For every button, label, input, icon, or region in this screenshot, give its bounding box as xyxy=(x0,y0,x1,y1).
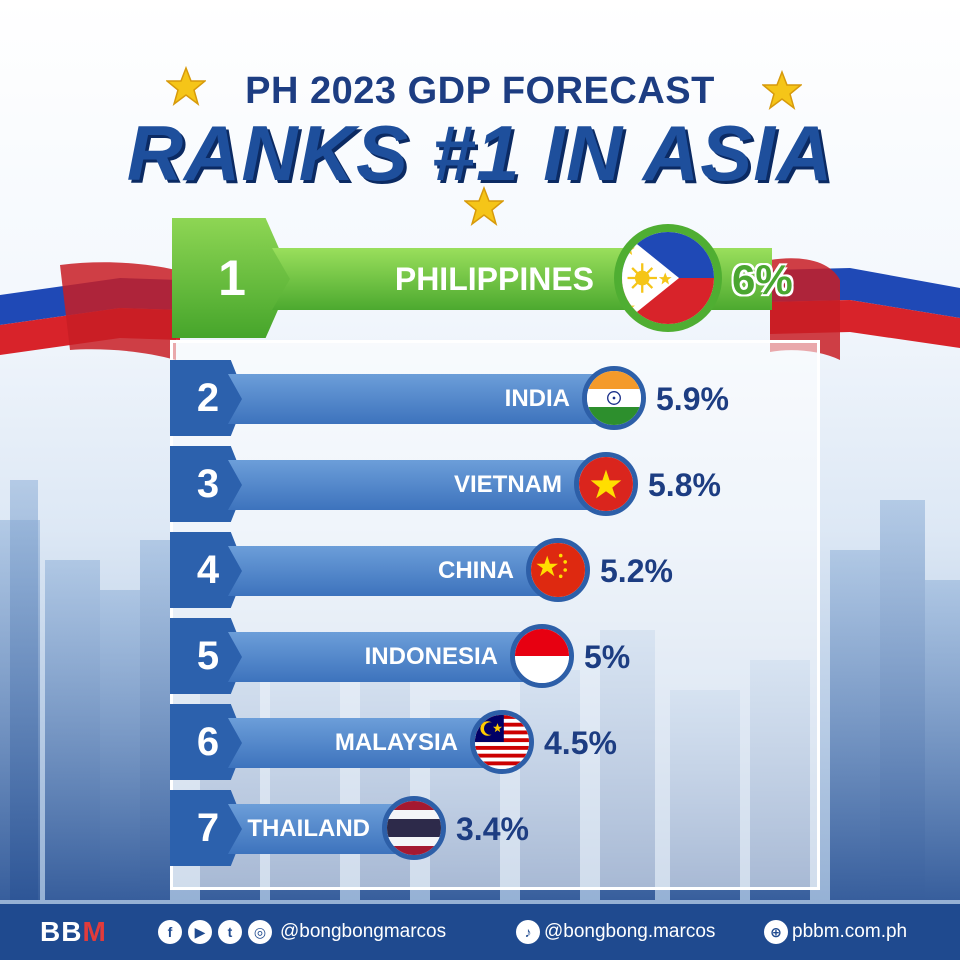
bar-indonesia xyxy=(228,632,540,682)
bar-row-rank-3: 3 VIETNAM 5.8% xyxy=(170,446,790,522)
twitter-icon[interactable]: t xyxy=(218,920,242,944)
india-flag-icon xyxy=(582,366,646,430)
tiktok-handle[interactable]: @bongbong.marcos xyxy=(544,921,716,942)
country-label: PHILIPPINES xyxy=(394,261,594,297)
china-flag-icon xyxy=(526,538,590,602)
value-label: 6% xyxy=(732,256,793,303)
bbm-logo: BBM xyxy=(40,916,107,947)
value-label: 3.4% xyxy=(456,811,529,847)
value-label: 5% xyxy=(584,639,631,675)
footer-bar: BBM f ▶ t ◎ @bongbongmarcos ♪ @bongbong.… xyxy=(0,904,960,960)
instagram-icon[interactable]: ◎ xyxy=(248,920,272,944)
bar-vietnam xyxy=(228,460,604,510)
bar-row-rank-4: 4 CHINA 5.2% xyxy=(170,532,790,608)
globe-icon[interactable]: ⊕ xyxy=(764,920,788,944)
tiktok-icon-wrap: ♪ xyxy=(516,920,540,944)
rank-badge: 1 xyxy=(172,218,292,338)
bar-china xyxy=(228,546,556,596)
bar-row-rank-5: 5 INDONESIA 5% xyxy=(170,618,790,694)
country-label: MALAYSIA xyxy=(334,729,458,756)
value-label: 4.5% xyxy=(544,725,617,761)
rank-badge: 7 xyxy=(170,790,246,866)
facebook-icon[interactable]: f xyxy=(158,920,182,944)
country-label: THAILAND xyxy=(247,815,370,842)
social-icons: f ▶ t ◎ xyxy=(158,920,272,944)
chart-title: RANKS #1 IN ASIA xyxy=(126,109,834,197)
chart-subtitle: PH 2023 GDP FORECAST xyxy=(245,70,715,112)
country-label: INDONESIA xyxy=(364,643,498,670)
bar-india xyxy=(228,374,612,424)
bar-thailand xyxy=(228,804,412,854)
star-icon xyxy=(762,70,802,110)
ranking-panel xyxy=(170,340,820,890)
rank-badge: 6 xyxy=(170,704,246,780)
bar-row-rank-7: 7 THAILAND 3.4% xyxy=(170,790,790,866)
rank-badge: 3 xyxy=(170,446,246,522)
globe-icon-wrap: ⊕ xyxy=(764,920,788,944)
value-label: 5.9% xyxy=(656,381,729,417)
social-handle[interactable]: @bongbongmarcos xyxy=(280,921,447,942)
thailand-flag-icon xyxy=(382,796,446,860)
bar-row-rank-2: 2 INDIA 5.9% xyxy=(170,360,790,436)
rank-badge: 2 xyxy=(170,360,246,436)
value-label: 5.8% xyxy=(648,467,721,503)
vietnam-flag-icon xyxy=(574,452,638,516)
bar-row-rank-6: 6 MALAYSIA 4.5% xyxy=(170,704,790,780)
bar-malaysia xyxy=(228,718,500,768)
philippines-flag-icon xyxy=(614,224,722,332)
malaysia-flag-icon xyxy=(470,710,534,774)
value-label: 5.2% xyxy=(600,553,673,589)
ribbon-right-decoration xyxy=(770,258,960,360)
country-label: CHINA xyxy=(438,557,514,584)
ribbon-left-decoration xyxy=(0,262,180,360)
country-label: VIETNAM xyxy=(454,471,562,498)
rank-badge: 5 xyxy=(170,618,246,694)
star-icon xyxy=(464,186,504,226)
youtube-icon[interactable]: ▶ xyxy=(188,920,212,944)
country-label: INDIA xyxy=(504,385,570,412)
website-link[interactable]: pbbm.com.ph xyxy=(792,921,908,942)
tiktok-icon[interactable]: ♪ xyxy=(516,920,540,944)
indonesia-flag-icon xyxy=(510,624,574,688)
star-icon xyxy=(166,66,206,106)
rank-badge: 4 xyxy=(170,532,246,608)
header: PH 2023 GDP FORECAST RANKS #1 IN ASIA xyxy=(0,0,960,226)
